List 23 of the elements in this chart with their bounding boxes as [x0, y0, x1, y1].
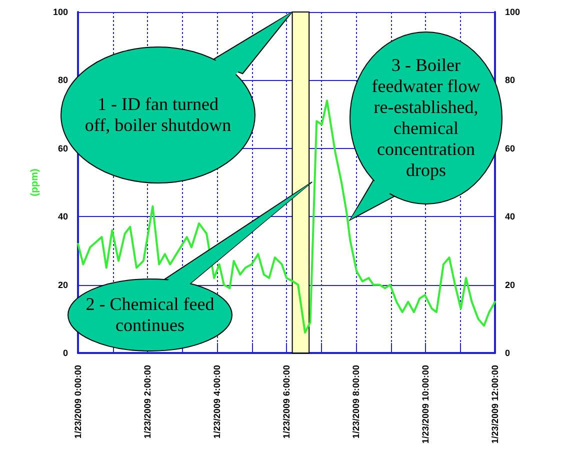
x-tick-label: 1/23/2009 12:00:00 [490, 365, 500, 444]
x-tick-label: 1/23/2009 10:00:00 [420, 365, 430, 444]
y2-tick-label: 60 [505, 143, 516, 154]
x-tick-label: 1/23/2009 6:00:00 [282, 365, 292, 439]
y-tick-label: 0 [62, 348, 68, 358]
y-tick-label: 40 [58, 212, 68, 222]
y2-tick-label: 80 [505, 75, 516, 86]
y-tick-label: 20 [58, 280, 68, 290]
annotation: 2 - Chemical feed continues [84, 294, 216, 336]
y2-tick-label: 20 [505, 280, 516, 290]
y2-tick-label: 100 [505, 7, 520, 17]
y-tick-label: 60 [58, 143, 68, 154]
annotation: 1 - ID fan turned off, boiler shutdown [84, 94, 232, 136]
x-tick-label: 1/23/2009 8:00:00 [351, 365, 361, 439]
annotation: 3 - Boiler feedwater flow re-established, chemical concentration drops [370, 55, 482, 181]
y-tick-label: 80 [58, 75, 68, 86]
x-tick-label: 1/23/2009 2:00:00 [142, 365, 152, 439]
x-tick-label: 1/23/2009 4:00:00 [212, 365, 222, 439]
y2-tick-label: 40 [505, 212, 516, 222]
y-tick-label: 100 [52, 7, 68, 17]
y2-tick-label: 0 [505, 348, 510, 358]
y-axis-title: (ppm) [30, 168, 40, 196]
x-tick-label: 1/23/2009 0:00:00 [73, 365, 83, 439]
